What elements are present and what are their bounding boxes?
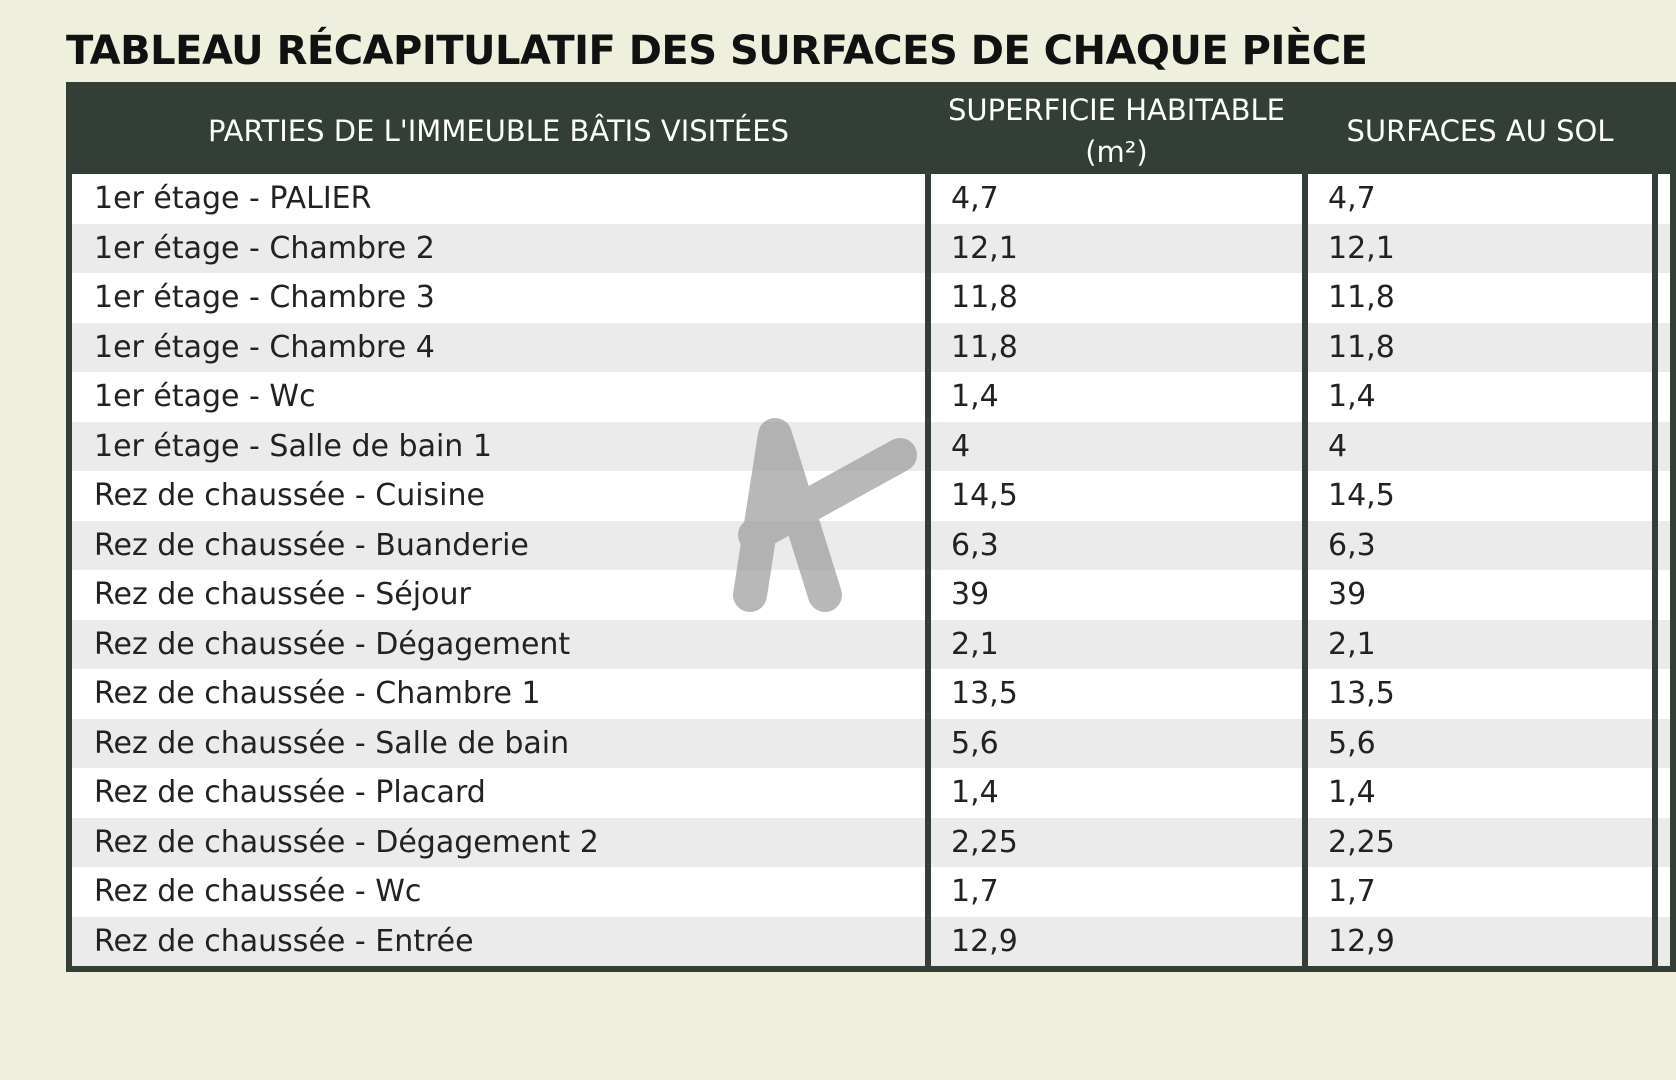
surface-value: 4,7 [931, 174, 1302, 224]
room-name: 1er étage - Chambre 4 [72, 322, 925, 372]
surface-value: 1,7 [931, 867, 1302, 917]
cut-cell [1658, 669, 1670, 719]
page-title: TABLEAU RÉCAPITULATIF DES SURFACES DE CH… [66, 28, 1368, 74]
table-body: 1er étage - PALIER 4,7 4,7 1er étage - Cham… [72, 174, 1670, 966]
surface-value: 12,1 [1308, 223, 1652, 273]
cut-cell [1658, 471, 1670, 521]
surface-value: 5,6 [1308, 718, 1652, 768]
room-name: 1er étage - Chambre 2 [72, 223, 925, 273]
surface-value: 12,1 [931, 223, 1302, 273]
surface-value: 4 [931, 421, 1302, 471]
cut-cell [1658, 372, 1670, 422]
table-row: 1er étage - Chambre 4 11,8 11,8 [72, 322, 1670, 372]
surface-value: 2,25 [1308, 817, 1652, 867]
cut-cell [1658, 421, 1670, 471]
table-row: Rez de chaussée - Salle de bain 5,6 5,6 [72, 718, 1670, 768]
cut-cell [1658, 867, 1670, 917]
surface-value: 2,25 [931, 817, 1302, 867]
cut-cell [1658, 520, 1670, 570]
table-row: Rez de chaussée - Dégagement 2 2,25 2,25 [72, 817, 1670, 867]
room-name: Rez de chaussée - Dégagement 2 [72, 817, 925, 867]
surface-value: 2,1 [931, 619, 1302, 669]
surface-value: 1,4 [931, 372, 1302, 422]
surface-value: 13,5 [1308, 669, 1652, 719]
surface-value: 1,4 [1308, 768, 1652, 818]
cut-cell [1658, 718, 1670, 768]
cut-cell [1658, 817, 1670, 867]
surface-value: 1,4 [1308, 372, 1652, 422]
table-row: Rez de chaussée - Wc 1,7 1,7 [72, 867, 1670, 917]
room-name: Rez de chaussée - Chambre 1 [72, 669, 925, 719]
surface-value: 14,5 [931, 471, 1302, 521]
column-header: PARTIES DE L'IMMEUBLE BÂTIS VISITÉES [208, 113, 789, 148]
surface-value: 39 [1308, 570, 1652, 620]
surface-value: 1,4 [931, 768, 1302, 818]
room-name: Rez de chaussée - Séjour [72, 570, 925, 620]
column-header: SUPERFICIE HABITABLE (m²) [948, 92, 1285, 169]
table-row: 1er étage - Chambre 2 12,1 12,1 [72, 223, 1670, 273]
room-name: 1er étage - PALIER [72, 174, 925, 224]
surface-value: 11,8 [931, 322, 1302, 372]
table-row: 1er étage - PALIER 4,7 4,7 [72, 174, 1670, 224]
surface-value: 5,6 [931, 718, 1302, 768]
surface-value: 13,5 [931, 669, 1302, 719]
room-name: 1er étage - Wc [72, 372, 925, 422]
room-name: 1er étage - Chambre 3 [72, 273, 925, 323]
room-name: Rez de chaussée - Salle de bain [72, 718, 925, 768]
watermark [733, 418, 917, 612]
surface-value: 11,8 [931, 273, 1302, 323]
surface-value: 11,8 [1308, 273, 1652, 323]
watermark-logo [733, 418, 917, 612]
room-name: Rez de chaussée - Dégagement [72, 619, 925, 669]
surface-value: 4 [1308, 421, 1652, 471]
cut-cell [1658, 768, 1670, 818]
cut-cell [1658, 322, 1670, 372]
cut-cell [1658, 273, 1670, 323]
surface-value: 12,9 [931, 916, 1302, 966]
header-row: PARTIES DE L'IMMEUBLE BÂTIS VISITÉES SUPE… [72, 88, 1670, 174]
room-name: Rez de chaussée - Placard [72, 768, 925, 818]
surface-value: 2,1 [1308, 619, 1652, 669]
room-name: Rez de chaussée - Wc [72, 867, 925, 917]
surface-table: PARTIES DE L'IMMEUBLE BÂTIS VISITÉES SUPE… [66, 82, 1676, 972]
column-header: SURFACES AU SOL [1346, 113, 1614, 148]
table-row: 1er étage - Chambre 3 11,8 11,8 [72, 273, 1670, 323]
surface-value: 11,8 [1308, 322, 1652, 372]
cut-cell [1658, 223, 1670, 273]
cut-cell [1658, 619, 1670, 669]
table-row: Rez de chaussée - Buanderie 6,3 6,3 [72, 520, 1670, 570]
column-header-cut [1658, 88, 1670, 174]
surface-value: 12,9 [1308, 916, 1652, 966]
table-row: Rez de chaussée - Entrée 12,9 12,9 [72, 916, 1670, 966]
cut-cell [1658, 916, 1670, 966]
surface-value: 1,7 [1308, 867, 1652, 917]
surface-value: 39 [931, 570, 1302, 620]
cut-cell [1658, 570, 1670, 620]
surface-value: 6,3 [1308, 520, 1652, 570]
room-name: Rez de chaussée - Entrée [72, 916, 925, 966]
surface-value: 6,3 [931, 520, 1302, 570]
table-row: Rez de chaussée - Séjour 39 39 [72, 570, 1670, 620]
cut-cell [1658, 174, 1670, 224]
table-row: Rez de chaussée - Dégagement 2,1 2,1 [72, 619, 1670, 669]
table-row: Rez de chaussée - Chambre 1 13,5 13,5 [72, 669, 1670, 719]
table-row: Rez de chaussée - Placard 1,4 1,4 [72, 768, 1670, 818]
surface-value: 14,5 [1308, 471, 1652, 521]
table-row: 1er étage - Wc 1,4 1,4 [72, 372, 1670, 422]
surface-value: 4,7 [1308, 174, 1652, 224]
